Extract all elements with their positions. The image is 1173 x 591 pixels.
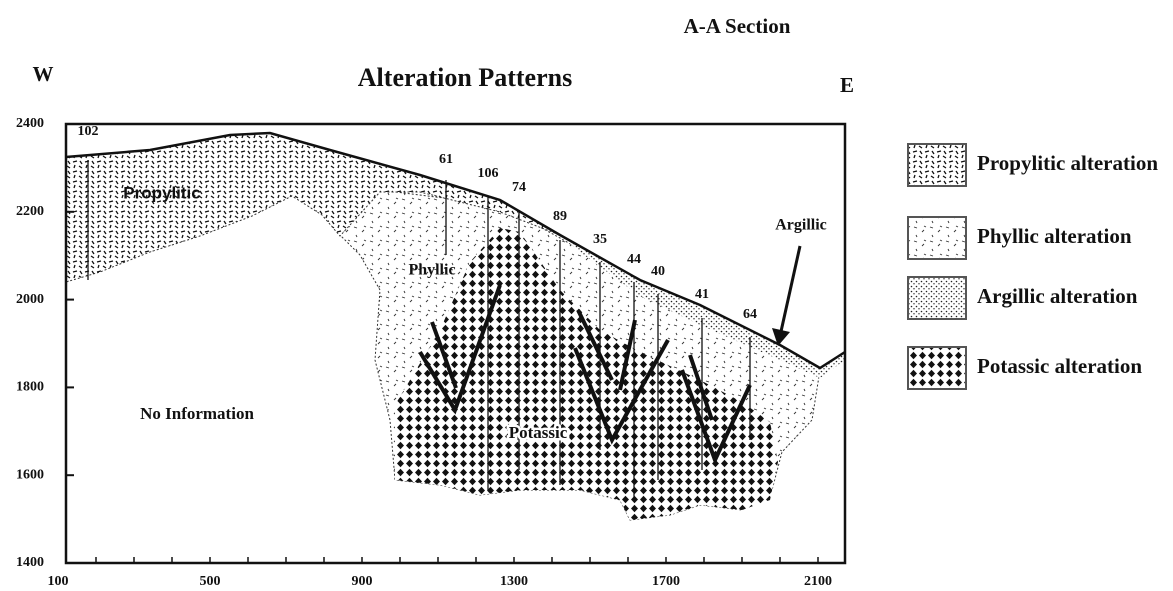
x-tick-label: 900 — [352, 574, 373, 589]
legend-swatch — [908, 277, 966, 319]
hole-label: 64 — [743, 307, 757, 322]
legend-swatch — [908, 217, 966, 259]
x-tick-label: 2100 — [804, 574, 832, 589]
y-tick-label: 2000 — [16, 292, 44, 307]
section-label: A-A Section — [684, 14, 791, 38]
arrow — [780, 246, 800, 336]
hole-label: 35 — [593, 232, 607, 247]
legend-label: Propylitic alteration — [977, 151, 1158, 175]
zone-label: Propylitic — [123, 183, 200, 202]
zone-label: Potassic — [509, 423, 568, 442]
cross-section: A-A Section W Alteration Patterns E 102 6… — [0, 0, 1173, 591]
legend-label: Potassic alteration — [977, 354, 1142, 378]
x-tick-label: 1700 — [652, 574, 680, 589]
legend-swatch — [908, 144, 966, 186]
west-label: W — [33, 62, 54, 86]
hole-label: 106 — [478, 166, 499, 181]
hole-label: 89 — [553, 209, 567, 224]
zone-label: Argillic — [775, 217, 827, 234]
legend-swatch — [908, 347, 966, 389]
zone-label: Phyllic — [408, 262, 455, 279]
x-tick-label: 1300 — [500, 574, 528, 589]
hole-label: 102 — [78, 124, 99, 139]
legend-label: Argillic alteration — [977, 284, 1138, 308]
y-tick-label: 1600 — [16, 467, 44, 482]
east-label: E — [840, 73, 854, 97]
title: Alteration Patterns — [358, 63, 572, 92]
y-tick-label: 2400 — [16, 116, 44, 131]
x-tick-label: 500 — [200, 574, 221, 589]
legend-label: Phyllic alteration — [977, 224, 1132, 248]
hole-label: 61 — [439, 152, 453, 167]
hole-label: 41 — [695, 287, 709, 302]
y-tick-label: 1400 — [16, 555, 44, 570]
y-tick-label: 2200 — [16, 204, 44, 219]
x-tick-label: 100 — [48, 574, 69, 589]
hole-label: 44 — [627, 252, 641, 267]
hole-label: 74 — [512, 180, 526, 195]
y-tick-label: 1800 — [16, 380, 44, 395]
legend: Propylitic alteration Phyllic alteration A… — [908, 144, 1158, 389]
hole-label: 40 — [651, 264, 665, 279]
zone-label: No Information — [140, 404, 254, 423]
